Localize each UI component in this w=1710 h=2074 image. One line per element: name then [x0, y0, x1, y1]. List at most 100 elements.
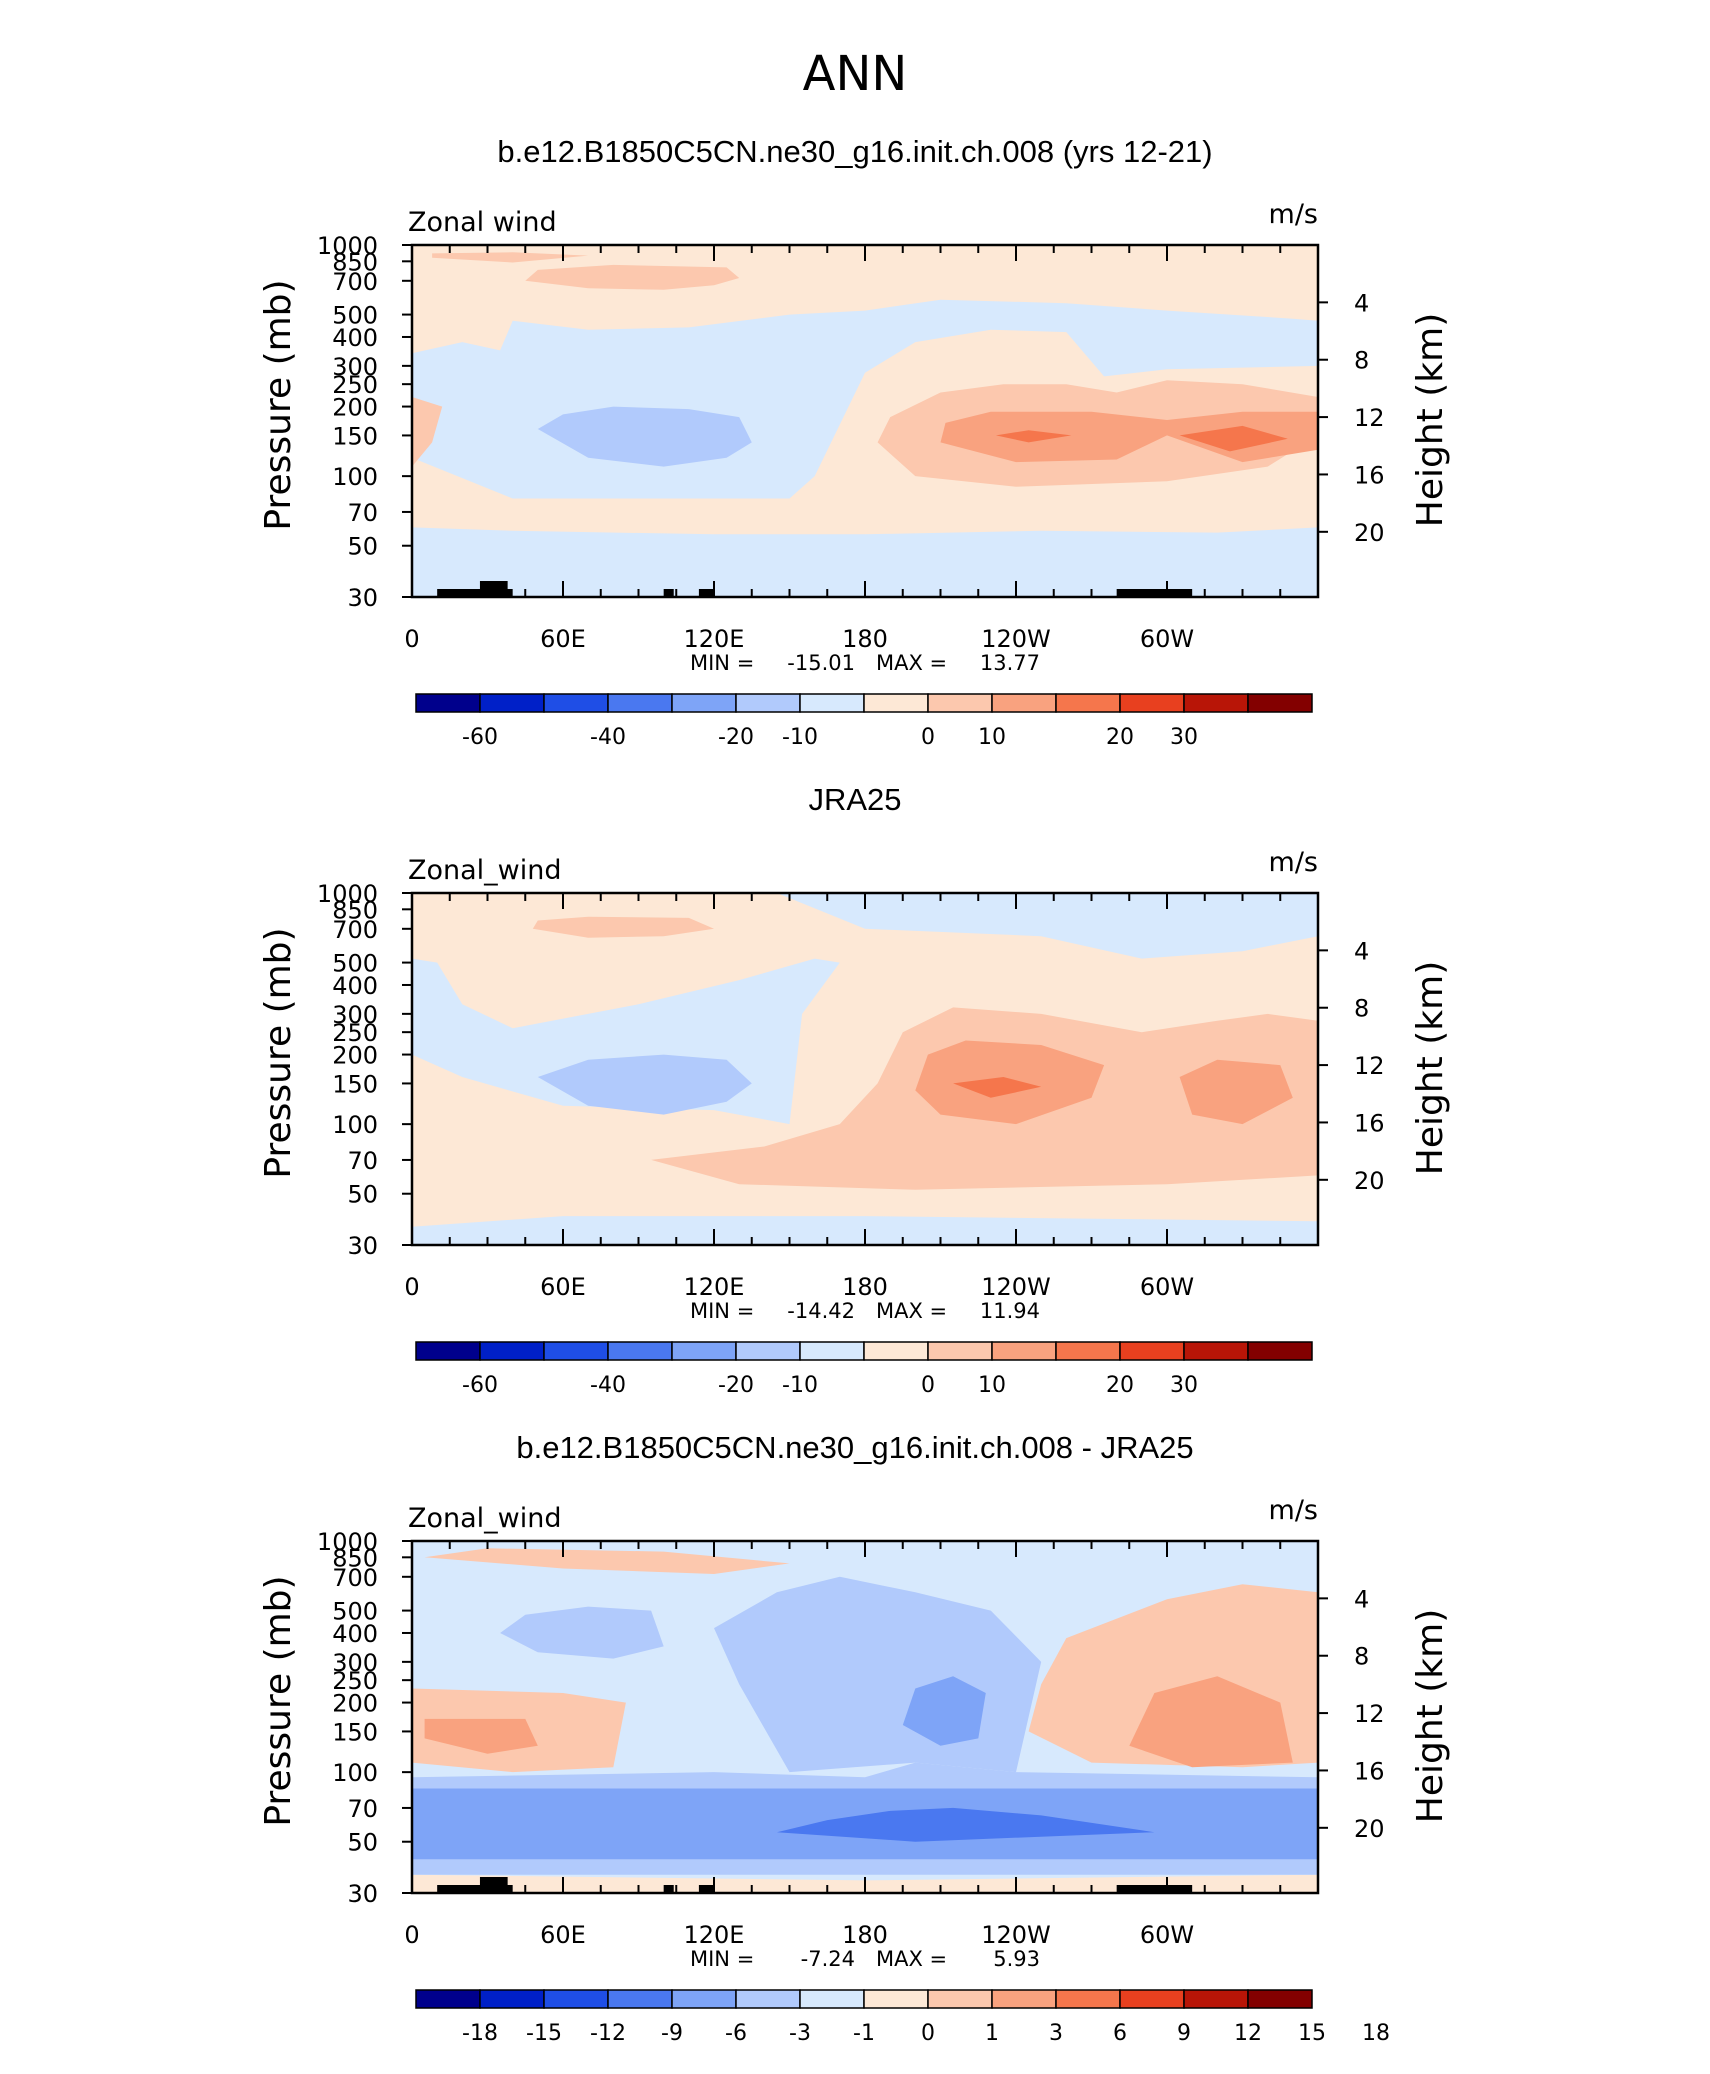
colorbar-box [863, 1989, 929, 2009]
pressure-tick-label: 70 [347, 499, 378, 527]
pressure-tick-label: 200 [332, 1690, 378, 1718]
colorbar-box [799, 1989, 865, 2009]
colorbar-box [671, 693, 737, 713]
height-axis-label: Height (km) [1410, 961, 1451, 1175]
colorbar: -60 -40 -20 -10 0 10 20 30 [415, 693, 1313, 750]
max-label: MAX = [876, 1947, 947, 1971]
colorbar-box [1055, 1989, 1121, 2009]
pressure-tick-label: 250 [332, 371, 378, 399]
colorbar-box [1119, 1341, 1185, 1361]
pressure-axis-label: Pressure (mb) [258, 279, 299, 530]
colorbar-label: -15 [526, 2021, 562, 2046]
right-string: m/s [1269, 847, 1318, 878]
lon-tick-label: 120E [684, 1273, 745, 1301]
contour-fill-right-max [1129, 1676, 1293, 1768]
page-title: ANN [803, 46, 908, 102]
colorbar-box [1055, 1341, 1121, 1361]
height-tick-label: 20 [1354, 1815, 1385, 1843]
colorbar-box [863, 1341, 929, 1361]
land-mask [437, 589, 513, 597]
colorbar-label: -40 [590, 1373, 626, 1398]
right-string: m/s [1269, 1495, 1318, 1526]
colorbar: -60 -40 -20 -10 0 10 20 30 [415, 1341, 1313, 1398]
pressure-tick-label: 850 [332, 1544, 378, 1572]
panel-title: b.e12.B1850C5CN.ne30_g16.init.ch.008 (yr… [497, 134, 1212, 169]
colorbar-label: 30 [1170, 1373, 1198, 1398]
lon-tick-label: 60W [1140, 1273, 1194, 1301]
contour-fill-surface-pos [424, 1548, 790, 1574]
pressure-tick-label: 400 [332, 324, 378, 352]
contour-fill-left-max [424, 1718, 538, 1754]
colorbar-box [479, 1341, 545, 1361]
colorbar-box [927, 693, 993, 713]
min-value: -7.24 [801, 1947, 855, 1971]
contour-fill-jet-core [940, 411, 1318, 463]
max-value: 5.93 [993, 1947, 1040, 1971]
contour-fill-negative [537, 406, 752, 467]
colorbar-box [735, 693, 801, 713]
contour-fill-jet-b [1179, 1059, 1293, 1125]
height-tick-label: 12 [1354, 404, 1385, 432]
lon-tick-label: 120W [981, 1921, 1051, 1949]
colorbar-box [1183, 1341, 1249, 1361]
pressure-tick-label: 70 [347, 1147, 378, 1175]
lon-tick-label: 0 [404, 1273, 419, 1301]
contour-fill-max-b [1179, 425, 1288, 452]
pressure-tick-label: 500 [332, 302, 378, 330]
contour-fills [412, 893, 1318, 1245]
colorbar-box [543, 1341, 609, 1361]
chart-panel-1: b.e12.B1850C5CN.ne30_g16.init.ch.008 (yr… [258, 134, 1451, 750]
pressure-tick-label: 30 [347, 1880, 378, 1908]
land-mask [437, 1885, 513, 1893]
land-mask [663, 589, 674, 597]
contour-fill-lower-positive [532, 916, 714, 938]
land-mask [479, 581, 508, 597]
colorbar-label: 20 [1106, 1373, 1134, 1398]
land-mask [698, 589, 714, 597]
colorbar-box [735, 1989, 801, 2009]
colorbar-box [1183, 693, 1249, 713]
height-axis-label: Height (km) [1410, 313, 1451, 527]
lon-tick-label: 60E [540, 1921, 586, 1949]
height-tick-label: 8 [1354, 1643, 1369, 1671]
height-tick-label: 12 [1354, 1052, 1385, 1080]
colorbar-label: 0 [921, 725, 935, 750]
colorbar-box [1055, 693, 1121, 713]
pressure-tick-label: 1000 [317, 880, 378, 908]
land-mask [479, 1877, 508, 1893]
land-mask [698, 1885, 714, 1893]
panel-title: JRA25 [808, 782, 901, 817]
colorbar-box [799, 693, 865, 713]
contour-fill-max-a [995, 430, 1072, 443]
max-label: MAX = [876, 651, 947, 675]
pressure-tick-label: 50 [347, 1829, 378, 1857]
max-label: MAX = [876, 1299, 947, 1323]
contour-fill-max [953, 1077, 1042, 1098]
pressure-tick-label: 100 [332, 1759, 378, 1787]
colorbar-label: -1 [853, 2021, 875, 2046]
pressure-tick-label: 70 [347, 1795, 378, 1823]
pressure-tick-label: 100 [332, 1111, 378, 1139]
pressure-axis-label: Pressure (mb) [258, 927, 299, 1178]
colorbar-box [415, 693, 481, 713]
contour-fill-surface [432, 252, 589, 263]
colorbar-box [1247, 693, 1313, 713]
colorbar-box [479, 693, 545, 713]
lon-tick-label: 180 [842, 1273, 888, 1301]
pressure-tick-label: 400 [332, 972, 378, 1000]
min-value: -14.42 [787, 1299, 855, 1323]
land-mask [1116, 589, 1193, 597]
lon-tick-label: 180 [842, 1921, 888, 1949]
pressure-tick-label: 850 [332, 896, 378, 924]
lon-tick-label: 60W [1140, 1921, 1194, 1949]
colorbar-label: 3 [1049, 2021, 1063, 2046]
height-tick-label: 4 [1354, 937, 1369, 965]
pressure-tick-label: 500 [332, 1598, 378, 1626]
left-string: Zonal_wind [408, 1503, 562, 1534]
left-string: Zonal wind [408, 207, 557, 238]
height-tick-label: 16 [1354, 461, 1385, 489]
colorbar-box [607, 1341, 673, 1361]
pressure-tick-label: 50 [347, 533, 378, 561]
height-axis-label: Height (km) [1410, 1609, 1451, 1823]
colorbar-box [671, 1341, 737, 1361]
